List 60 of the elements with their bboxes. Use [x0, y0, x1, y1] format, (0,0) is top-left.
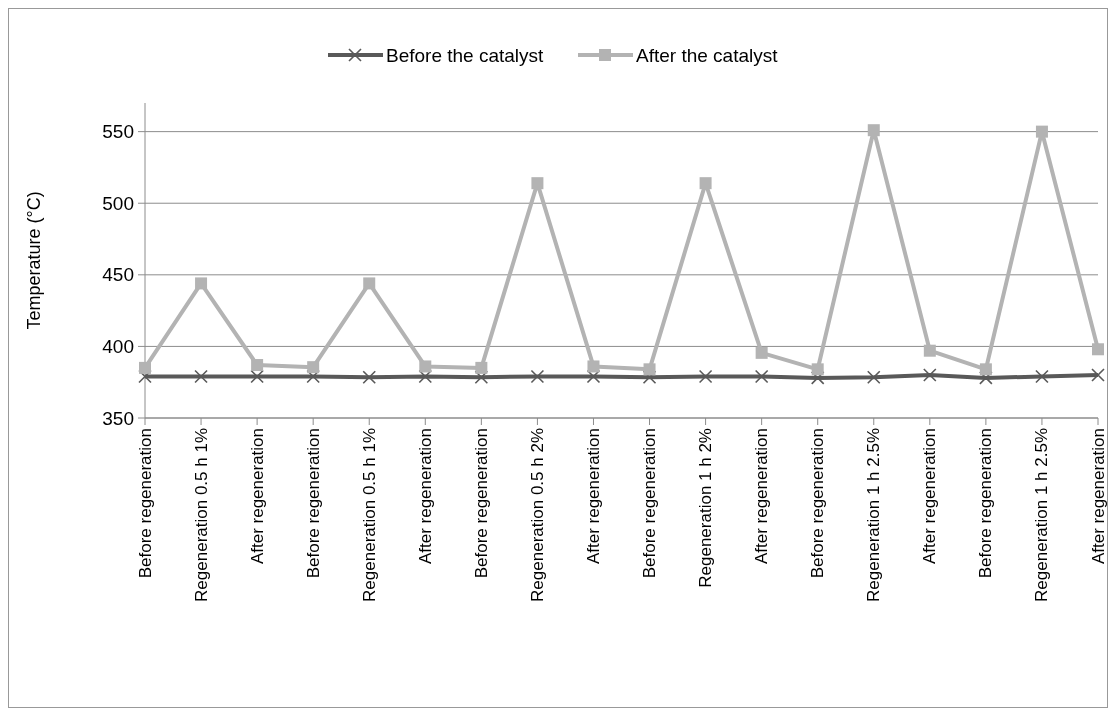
- point: [643, 363, 656, 376]
- x-tick-label: Regeneration 0.5 h 1%: [359, 428, 379, 602]
- x-tick-label: Before regeneration: [640, 428, 660, 579]
- y-tick-label: 500: [102, 192, 134, 214]
- x-tick-label: Before regeneration: [303, 428, 323, 579]
- point: [811, 363, 824, 376]
- point: [923, 368, 937, 382]
- y-tick-label: 550: [102, 121, 134, 143]
- point: [362, 370, 377, 384]
- point: [307, 361, 320, 374]
- point: [810, 371, 825, 385]
- x-tick-label: After regeneration: [752, 428, 772, 565]
- point: [531, 177, 544, 190]
- x-tick-label: After regeneration: [247, 428, 267, 565]
- point: [251, 359, 264, 372]
- point: [698, 369, 713, 384]
- point: [979, 363, 992, 376]
- y-tick-label: 450: [102, 264, 134, 286]
- legend-label: Before the catalyst: [386, 44, 545, 66]
- point: [979, 371, 993, 385]
- point: [1091, 368, 1105, 382]
- point: [474, 370, 489, 384]
- point: [587, 360, 600, 373]
- point: [139, 361, 151, 374]
- x-tick-label: Before regeneration: [976, 428, 996, 579]
- point: [195, 277, 208, 290]
- point: [642, 370, 657, 384]
- point: [586, 369, 601, 384]
- x-tick-label: After regeneration: [1088, 428, 1108, 565]
- point: [755, 346, 768, 359]
- point: [418, 369, 433, 384]
- x-tick-label: Before regeneration: [808, 428, 828, 579]
- x-tick-label: Regeneration 1 h 2.5%: [864, 428, 884, 602]
- point: [419, 360, 432, 373]
- y-tick-label: 350: [102, 407, 134, 429]
- point: [699, 177, 712, 190]
- point: [867, 124, 880, 137]
- x-tick-label: Regeneration 0.5 h 1%: [191, 428, 211, 602]
- point: [250, 369, 264, 384]
- y-axis-title: Temperature (°C): [24, 191, 44, 330]
- point: [1035, 369, 1049, 384]
- legend-label: After the catalyst: [636, 44, 779, 66]
- x-tick-label: Regeneration 1 h 2.5%: [1032, 428, 1052, 602]
- x-tick-label: Before regeneration: [471, 428, 491, 579]
- point: [194, 369, 208, 384]
- point: [923, 344, 936, 357]
- point: [866, 370, 881, 384]
- point: [530, 369, 545, 384]
- point: [1092, 343, 1104, 356]
- x-tick-label: Before regeneration: [135, 428, 155, 579]
- x-tick-label: Regeneration 1 h 2%: [696, 428, 716, 588]
- y-tick-label: 400: [102, 335, 134, 357]
- point: [1035, 125, 1048, 138]
- point: [475, 361, 488, 374]
- x-tick-label: After regeneration: [415, 428, 435, 565]
- x-tick-label: After regeneration: [920, 428, 940, 565]
- x-tick-label: After regeneration: [583, 428, 603, 565]
- point: [363, 277, 376, 290]
- point: [754, 369, 769, 384]
- x-tick-label: Regeneration 0.5 h 2%: [527, 428, 547, 602]
